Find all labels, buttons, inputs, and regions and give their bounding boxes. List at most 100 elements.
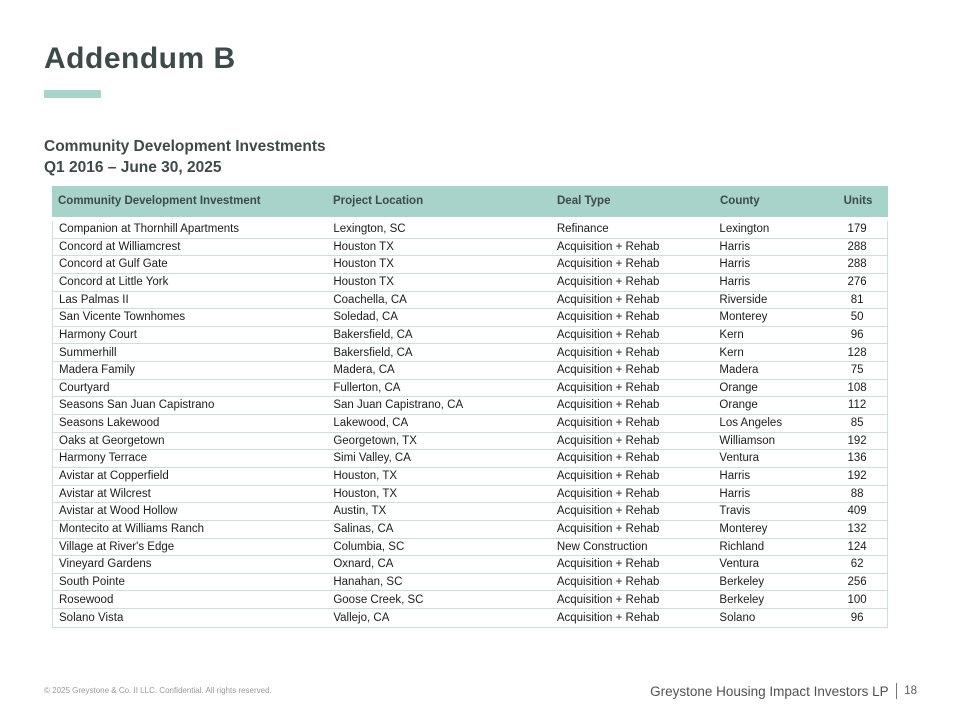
table-cell: Bakersfield, CA: [333, 346, 413, 359]
table-cell: Solano: [719, 611, 756, 624]
table-cell: Seasons Lakewood: [59, 417, 160, 430]
table-cell: Harris: [719, 240, 751, 253]
table-cell: 179: [847, 223, 867, 236]
table-cell: 256: [847, 575, 867, 588]
table-cell: Acquisition + Rehab: [556, 328, 660, 341]
table-cell: Acquisition + Rehab: [556, 593, 660, 606]
table-cell: 96: [850, 611, 864, 624]
column-header-location: Project Location: [333, 195, 424, 207]
table-cell: Richland: [719, 540, 765, 553]
table-cell: Harmony Court: [59, 328, 137, 341]
table-cell: Houston, TX: [333, 470, 398, 483]
investments-table: Community Development Investment Project…: [52, 186, 888, 628]
table-row: Solano Vista Vallejo, CA Acquisition + Reh…: [53, 609, 887, 627]
table-cell: 50: [850, 311, 864, 324]
table-cell: 108: [847, 381, 867, 394]
table-cell: Orange: [719, 381, 758, 394]
table-cell: Village at River's Edge: [59, 540, 175, 553]
table-cell: 100: [847, 593, 867, 606]
table-cell: 192: [847, 434, 867, 447]
table-row: Vineyard Gardens Oxnard, CA Acquisition + …: [53, 556, 887, 574]
table-cell: Acquisition + Rehab: [556, 258, 660, 271]
table-cell: Madera, CA: [333, 364, 395, 377]
table-cell: Acquisition + Rehab: [556, 522, 660, 535]
table-cell: Acquisition + Rehab: [556, 399, 660, 412]
table-cell: 81: [850, 293, 864, 306]
table-cell: Houston, TX: [333, 487, 398, 500]
footer-right: Greystone Housing Impact Investors LP 18: [650, 683, 917, 699]
table-cell: 96: [850, 328, 864, 341]
table-row: Oaks at Georgetown Georgetown, TX Acquisit…: [53, 433, 887, 451]
section-subtitle: Community Development Investments Q1 201…: [44, 136, 326, 178]
table-cell: 62: [850, 558, 864, 571]
table-cell: Oaks at Georgetown: [59, 434, 165, 447]
table-cell: Goose Creek, SC: [333, 593, 424, 606]
company-name: Greystone Housing Impact Investors LP: [650, 683, 889, 699]
table-cell: Fullerton, CA: [333, 381, 401, 394]
table-cell: San Juan Capistrano, CA: [333, 399, 464, 412]
table-cell: Refinance: [556, 223, 609, 236]
table-cell: Soledad, CA: [333, 311, 398, 324]
table-cell: Solano Vista: [59, 611, 124, 624]
table-cell: Acquisition + Rehab: [556, 275, 660, 288]
table-cell: Montecito at Williams Ranch: [59, 522, 205, 535]
table-cell: 124: [847, 540, 867, 553]
table-cell: Bakersfield, CA: [333, 328, 413, 341]
table-cell: Avistar at Copperfield: [59, 470, 169, 483]
table-cell: Salinas, CA: [333, 522, 394, 535]
table-cell: Acquisition + Rehab: [556, 470, 660, 483]
table-cell: San Vicente Townhomes: [59, 311, 186, 324]
table-cell: Ventura: [719, 452, 760, 465]
table-row: Seasons San Juan Capistrano San Juan Capi…: [53, 397, 887, 416]
table-cell: 192: [847, 470, 867, 483]
subtitle-line-2: Q1 2016 – June 30, 2025: [44, 159, 222, 176]
table-cell: Las Palmas II: [59, 293, 129, 306]
column-header-investment: Community Development Investment: [58, 195, 261, 207]
table-cell: Concord at Gulf Gate: [59, 258, 168, 271]
table-row: Companion at Thornhill Apartments Lexingt…: [53, 221, 887, 239]
table-cell: Houston TX: [333, 240, 394, 253]
page-title: Addendum B: [44, 42, 236, 75]
table-cell: 132: [847, 522, 867, 535]
table-cell: Companion at Thornhill Apartments: [59, 223, 240, 236]
table-cell: Berkeley: [719, 593, 765, 606]
table-cell: Ventura: [719, 558, 760, 571]
table-row: Courtyard Fullerton, CA Acquisition + Reha…: [53, 380, 887, 398]
table-cell: 112: [847, 399, 867, 412]
subtitle-line-1: Community Development Investments: [44, 138, 326, 155]
table-row: Avistar at Wilcrest Houston, TX Acquisitio…: [53, 486, 887, 504]
table-row: South Pointe Hanahan, SC Acquisition + Reh…: [53, 574, 887, 592]
table-cell: Los Angeles: [719, 417, 783, 430]
table-cell: Lakewood, CA: [333, 417, 409, 430]
table-cell: 409: [847, 505, 867, 518]
table-cell: Lexington: [719, 223, 770, 236]
table-row: San Vicente Townhomes Soledad, CA Acquisit…: [53, 309, 887, 327]
table-cell: Harris: [719, 487, 751, 500]
table-cell: Harris: [719, 470, 751, 483]
table-cell: South Pointe: [59, 575, 125, 588]
table-cell: Seasons San Juan Capistrano: [59, 399, 215, 412]
title-accent-bar: [44, 90, 101, 98]
table-cell: Columbia, SC: [333, 540, 405, 553]
table-cell: 128: [847, 346, 867, 359]
table-cell: Hanahan, SC: [333, 575, 403, 588]
table-cell: Courtyard: [59, 381, 110, 394]
table-cell: Harmony Terrace: [59, 452, 147, 465]
table-cell: New Construction: [556, 540, 648, 553]
table-cell: Harris: [719, 258, 751, 271]
table-cell: 85: [850, 417, 864, 430]
table-cell: Concord at Williamcrest: [59, 240, 181, 253]
table-cell: Coachella, CA: [333, 293, 407, 306]
table-row: Seasons Lakewood Lakewood, CA Acquisition …: [53, 415, 887, 433]
table-row: Concord at Williamcrest Houston TX Acquisi…: [53, 239, 887, 257]
table-cell: Acquisition + Rehab: [556, 381, 660, 394]
table-cell: 136: [847, 452, 867, 465]
footer-divider: [895, 683, 898, 699]
table-row: Concord at Little York Houston TX Acquisit…: [53, 274, 887, 292]
table-cell: Berkeley: [719, 575, 765, 588]
table-cell: Madera: [719, 364, 759, 377]
table-cell: Acquisition + Rehab: [556, 311, 660, 324]
table-cell: Vallejo, CA: [333, 611, 390, 624]
table-cell: Acquisition + Rehab: [556, 293, 660, 306]
table-header-row: Community Development Investment Project…: [52, 186, 888, 217]
